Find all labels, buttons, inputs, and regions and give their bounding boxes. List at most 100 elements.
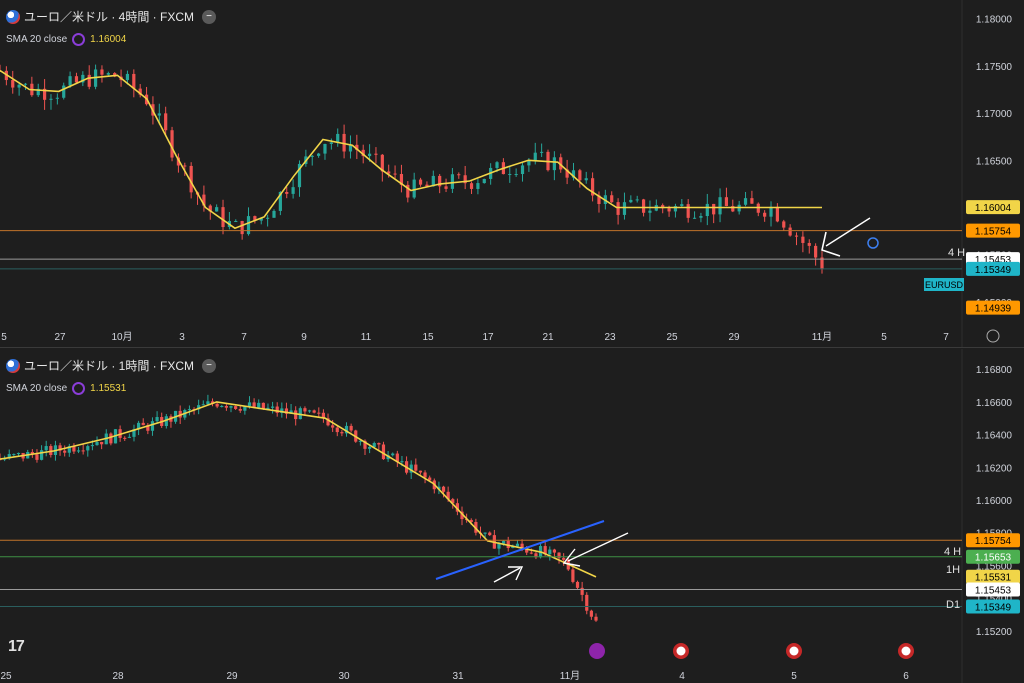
time-tick-label: 17 bbox=[482, 332, 494, 343]
candle-body bbox=[259, 218, 263, 221]
candle-body bbox=[238, 408, 242, 411]
candle-body bbox=[557, 552, 561, 558]
candle-body bbox=[446, 491, 450, 500]
candle-body bbox=[529, 552, 533, 554]
candle-body bbox=[533, 152, 537, 161]
candle-body bbox=[552, 157, 556, 171]
time-tick-label: 11月 bbox=[812, 331, 832, 343]
candle-body bbox=[224, 406, 228, 408]
candle-body bbox=[616, 202, 620, 215]
timeframe-tag-4h: 4 H bbox=[948, 247, 965, 259]
indicator-settings-icon[interactable] bbox=[72, 33, 86, 46]
price-level-tag bbox=[966, 599, 1020, 614]
candle-body bbox=[501, 540, 506, 544]
time-tick-label: 15 bbox=[422, 332, 434, 343]
candle-body bbox=[240, 221, 244, 235]
candle-body bbox=[197, 405, 201, 410]
chart-pane-1h[interactable]: ユーロ／米ドル · 1時間 · FXCM − SMA 20 close 1.15… bbox=[0, 349, 1024, 683]
candle-body bbox=[692, 217, 697, 219]
candle-body bbox=[661, 205, 665, 209]
candle-body bbox=[178, 410, 182, 418]
settings-icon bbox=[986, 329, 1000, 343]
candle-body bbox=[451, 499, 455, 504]
price-tick-label: 1.15600 bbox=[976, 561, 1013, 572]
candle-body bbox=[280, 408, 284, 413]
candle-body bbox=[100, 69, 104, 75]
indicator-settings-icon[interactable] bbox=[72, 382, 86, 395]
candle-body bbox=[387, 171, 391, 174]
candle-body bbox=[743, 198, 748, 205]
candle-body bbox=[170, 130, 174, 158]
price-tick-label: 1.15200 bbox=[976, 627, 1013, 638]
candle-body bbox=[455, 503, 459, 512]
time-tick-label: 4 bbox=[679, 671, 685, 682]
candle-body bbox=[63, 450, 67, 453]
candle-body bbox=[414, 464, 418, 471]
candle-body bbox=[801, 236, 805, 243]
candle-body bbox=[285, 191, 289, 194]
candle-body bbox=[585, 594, 589, 611]
price-chart-1h[interactable]: 1.168001.166001.164001.162001.160001.158… bbox=[0, 349, 1024, 683]
candle-body bbox=[635, 199, 639, 201]
candle-body bbox=[340, 432, 344, 434]
candle-body bbox=[16, 452, 21, 455]
candle-body bbox=[589, 610, 593, 617]
candle-body bbox=[310, 155, 314, 157]
time-tick-label: 11月 bbox=[560, 670, 580, 682]
candle-body bbox=[724, 197, 729, 207]
candle-body bbox=[252, 402, 256, 408]
price-level-label: 1.15754 bbox=[975, 227, 1012, 238]
candle-body bbox=[35, 454, 39, 460]
symbol-tag-bg bbox=[924, 278, 964, 291]
candle-body bbox=[482, 178, 486, 184]
candle-body bbox=[155, 417, 159, 422]
candle-body bbox=[520, 165, 525, 175]
candle-body bbox=[266, 217, 270, 219]
candle-body bbox=[450, 174, 455, 189]
collapse-icon[interactable]: − bbox=[202, 358, 216, 373]
time-tick-label: 5 bbox=[791, 671, 797, 682]
candle-body bbox=[349, 425, 353, 431]
price-tick-label: 1.17500 bbox=[976, 62, 1013, 73]
indicator-legend[interactable]: SMA 20 close 1.15531 bbox=[6, 382, 126, 395]
candle-body bbox=[81, 450, 85, 452]
price-chart-4h[interactable]: 1.180001.175001.170001.165001.160001.155… bbox=[0, 0, 1024, 347]
candle-body bbox=[266, 407, 270, 410]
candle-body bbox=[30, 451, 34, 455]
candle-body bbox=[208, 205, 212, 212]
candle-body bbox=[100, 441, 104, 445]
candle-body bbox=[62, 85, 66, 98]
candle-body bbox=[257, 402, 261, 408]
chart-pane-4h[interactable]: ユーロ／米ドル · 4時間 · FXCM − SMA 20 close 1.16… bbox=[0, 0, 1024, 348]
candle-body bbox=[294, 410, 298, 420]
candle-body bbox=[291, 187, 295, 194]
collapse-icon[interactable]: − bbox=[202, 9, 216, 24]
candle-body bbox=[680, 204, 684, 207]
candle-body bbox=[712, 203, 716, 215]
price-level-tag bbox=[966, 533, 1020, 548]
candle-body bbox=[234, 406, 238, 409]
price-level-label: 1.15349 bbox=[975, 602, 1012, 613]
chart-title: ユーロ／米ドル · 4時間 · FXCM bbox=[24, 10, 194, 24]
candle-body bbox=[43, 88, 47, 100]
price-tick-label: 1.18000 bbox=[976, 15, 1013, 26]
sma-line bbox=[0, 69, 822, 230]
price-level-label: 1.15531 bbox=[975, 573, 1012, 584]
time-tick-label: 6 bbox=[903, 671, 909, 682]
candle-body bbox=[336, 133, 340, 143]
candle-body bbox=[622, 202, 627, 215]
candle-body bbox=[189, 165, 193, 193]
candle-body bbox=[750, 198, 754, 204]
timeframe-tag-d1: D1 bbox=[946, 599, 960, 611]
candle-body bbox=[393, 173, 397, 175]
candle-body bbox=[253, 216, 257, 221]
candle-body bbox=[641, 199, 646, 213]
indicator-legend[interactable]: SMA 20 close 1.16004 bbox=[6, 33, 126, 46]
candle-body bbox=[374, 153, 378, 155]
candle-body bbox=[395, 453, 399, 462]
candle-body bbox=[23, 83, 28, 85]
candle-body bbox=[788, 227, 792, 236]
candle-body bbox=[12, 454, 16, 456]
candle-body bbox=[463, 175, 467, 184]
candle-body bbox=[699, 216, 703, 218]
